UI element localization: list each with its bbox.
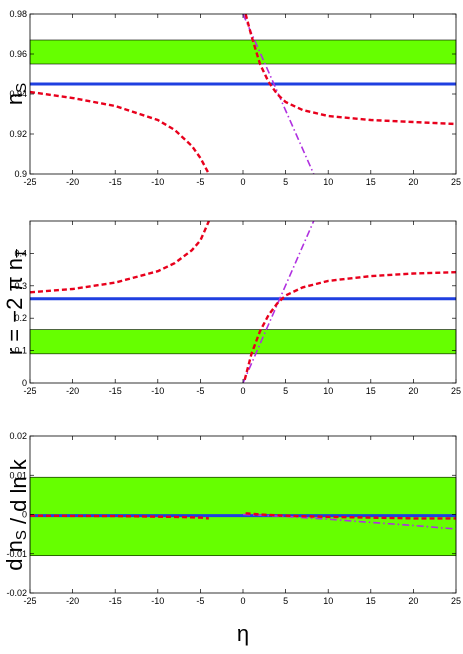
x-axis-label: η xyxy=(237,621,249,646)
x-tick-label: -25 xyxy=(23,177,36,187)
y-axis-label: r = −2 π nT xyxy=(2,249,30,355)
x-tick-label: -10 xyxy=(151,177,164,187)
y-tick-label: 0.3 xyxy=(14,281,27,291)
red-dashed-series-positive-branch xyxy=(245,512,456,520)
x-tick-label: 0 xyxy=(240,177,245,187)
y-tick-label: -0.02 xyxy=(6,588,27,598)
x-tick-label: 25 xyxy=(451,386,461,396)
y-tick-label: 0.2 xyxy=(14,313,27,323)
x-tick-label: 20 xyxy=(408,177,418,187)
y-tick-label: 0.9 xyxy=(14,169,27,179)
x-tick-label: -20 xyxy=(66,596,79,606)
x-tick-label: 10 xyxy=(323,177,333,187)
y-tick-label: 0.94 xyxy=(9,89,27,99)
x-tick-label: 0 xyxy=(240,596,245,606)
y-tick-label: 0.98 xyxy=(9,9,27,19)
series-group xyxy=(30,512,456,530)
observational-band xyxy=(29,39,457,65)
chart-panel-3: -25 -20 -15 -10 -5 0 5 10 15 20 25 -0.02 -0.01 0 0.01 0… xyxy=(2,431,461,646)
x-tick-label: -15 xyxy=(109,596,122,606)
x-tick-label: -25 xyxy=(23,596,36,606)
chart-panel-2: -25 -20 -15 -10 -5 0 5 10 15 20 25 0 0.1 0.2 0.3 0.4r =… xyxy=(2,220,461,396)
y-axis-label: nS xyxy=(2,83,30,105)
x-tick-label: -25 xyxy=(23,386,36,396)
x-tick-label: 25 xyxy=(451,596,461,606)
y-tick-label: -0.01 xyxy=(6,549,27,559)
x-tick-label: 5 xyxy=(283,177,288,187)
x-tick-label: -5 xyxy=(196,177,204,187)
series-group xyxy=(30,14,456,174)
x-tick-label: 10 xyxy=(323,596,333,606)
x-tick-label: 15 xyxy=(366,386,376,396)
x-tick-label: 15 xyxy=(366,596,376,606)
x-tick-label: -10 xyxy=(151,596,164,606)
y-tick-label: 0.02 xyxy=(9,431,27,441)
x-tick-label: -15 xyxy=(109,177,122,187)
series-group xyxy=(30,221,456,383)
x-tick-label: 10 xyxy=(323,386,333,396)
red-dashed-series-positive-branch xyxy=(244,14,456,126)
x-tick-label: -20 xyxy=(66,386,79,396)
y-tick-label: 0.1 xyxy=(14,346,27,356)
y-tick-label: 0 xyxy=(22,510,27,520)
magenta-dashdot-series-line xyxy=(242,221,315,383)
y-tick-label: 0.01 xyxy=(9,470,27,480)
red-dashed-series-positive-branch xyxy=(243,271,456,381)
x-tick-label: 5 xyxy=(283,386,288,396)
x-tick-label: -5 xyxy=(196,596,204,606)
x-tick-label: 20 xyxy=(408,596,418,606)
x-tick-label: 5 xyxy=(283,596,288,606)
x-tick-label: 25 xyxy=(451,177,461,187)
red-dashed-series-negative-branch xyxy=(30,90,210,174)
chart-panel-1: -25 -20 -15 -10 -5 0 5 10 15 20 25 0.9 0.92 0.94 0.96 0… xyxy=(2,9,461,187)
plot-area xyxy=(30,221,456,383)
observational-band xyxy=(29,329,457,355)
y-axis-label: d nS / d ln k xyxy=(2,458,31,571)
x-tick-label: 0 xyxy=(240,386,245,396)
y-tick-label: 0.96 xyxy=(9,49,27,59)
red-dashed-series-negative-branch xyxy=(30,514,210,520)
y-tick-label: 0.4 xyxy=(14,248,27,258)
y-tick-label: 0.92 xyxy=(9,129,27,139)
x-tick-label: -20 xyxy=(66,177,79,187)
x-tick-label: 15 xyxy=(366,177,376,187)
x-tick-label: -5 xyxy=(196,386,204,396)
x-tick-label: 20 xyxy=(408,386,418,396)
red-dashed-series-negative-branch xyxy=(30,221,211,294)
x-tick-label: -15 xyxy=(109,386,122,396)
x-tick-label: -10 xyxy=(151,386,164,396)
plot-area xyxy=(30,14,456,174)
y-tick-label: 0 xyxy=(22,378,27,388)
magenta-dashdot-series-line xyxy=(242,14,315,174)
